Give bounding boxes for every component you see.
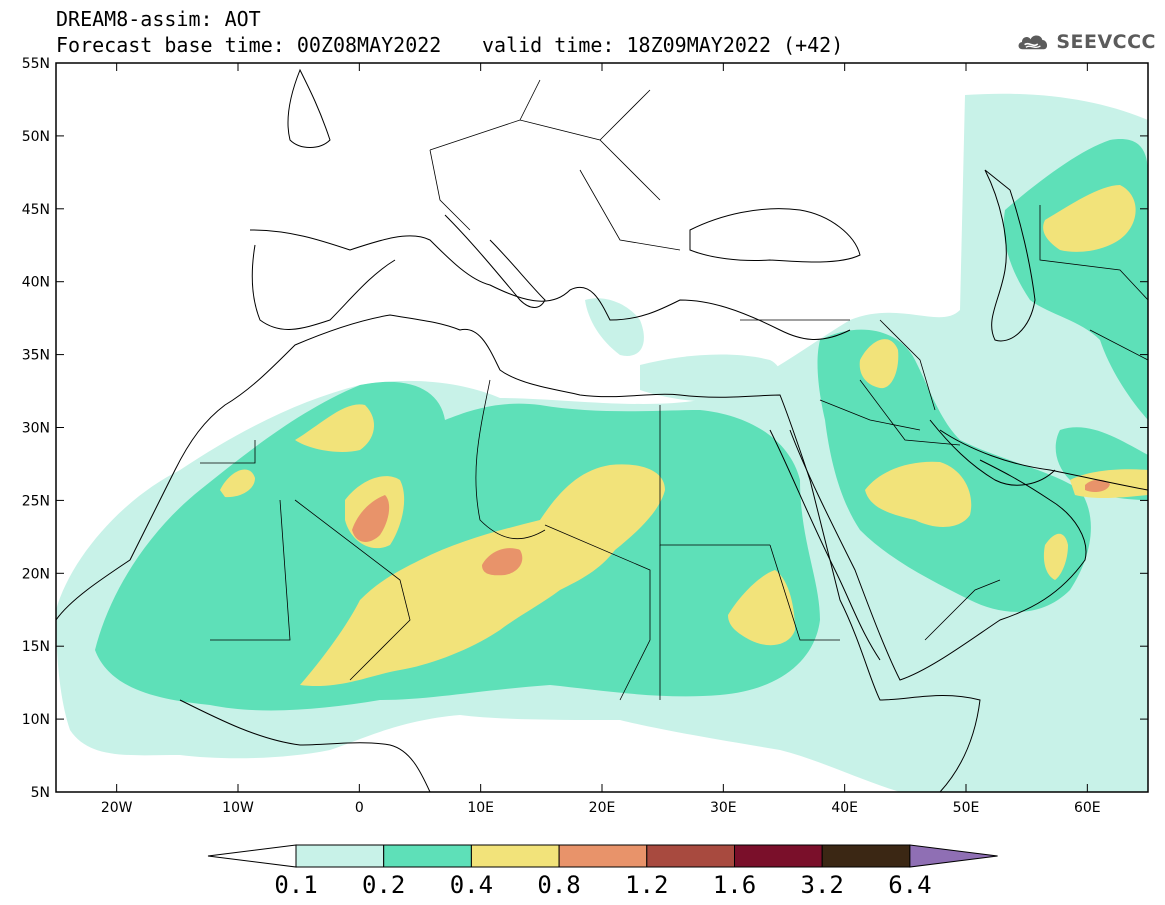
logo-text: SEEVCCC bbox=[1056, 31, 1156, 53]
lat-tick-label: 5N bbox=[31, 785, 50, 801]
iran-coast bbox=[939, 429, 1148, 491]
lon-tick-label: 60E bbox=[1074, 800, 1101, 816]
aot-band-0.4-mauritania bbox=[220, 469, 255, 498]
lat-tick-label: 30N bbox=[22, 421, 50, 437]
latitude-ticks: 55N 50N 45N 40N 35N 30N 25N 20N 15N 10N 5N bbox=[22, 56, 1148, 801]
aot-band-0.8-iran bbox=[1085, 479, 1110, 492]
colorbar-segment bbox=[295, 844, 385, 868]
lat-tick-label: 50N bbox=[22, 129, 50, 145]
colorbar-segment bbox=[821, 844, 911, 868]
border-mali-niger bbox=[294, 499, 411, 681]
aot-band-0.1-aegean bbox=[585, 298, 644, 356]
seevccc-logo: SEEVCCC bbox=[1016, 24, 1156, 60]
red-sea bbox=[769, 429, 881, 661]
aot-band-0.4-arabia bbox=[865, 461, 972, 527]
colorbar-segment bbox=[383, 844, 472, 868]
border-niger-chad bbox=[544, 524, 651, 701]
border-algeria-libya bbox=[475, 379, 546, 539]
aot-band-0.1-mediterranean bbox=[640, 354, 781, 402]
lon-tick-label: 50E bbox=[953, 800, 980, 816]
lon-tick-label: 10E bbox=[467, 800, 494, 816]
country-borders bbox=[200, 79, 1148, 701]
border-arabia bbox=[819, 379, 961, 446]
colorbar-label: 3.2 bbox=[801, 871, 844, 899]
lon-tick-label: 40E bbox=[831, 800, 858, 816]
colorbar-segment bbox=[646, 844, 735, 868]
colorbar-label: 1.2 bbox=[625, 871, 668, 899]
uk bbox=[287, 68, 331, 148]
lat-tick-label: 10N bbox=[22, 712, 50, 728]
lat-tick-label: 40N bbox=[22, 275, 50, 291]
aot-band-0.4-west bbox=[295, 404, 375, 452]
lat-tick-label: 45N bbox=[22, 202, 50, 218]
border-central-asia bbox=[1039, 205, 1148, 361]
lon-tick-label: 20E bbox=[589, 800, 616, 816]
aot-band-0.4-iraq bbox=[859, 339, 899, 389]
lat-tick-label: 25N bbox=[22, 493, 50, 509]
lon-tick-label: 20W bbox=[101, 800, 133, 816]
aot-band-0.4-caspian bbox=[1043, 185, 1136, 252]
lat-tick-label: 35N bbox=[22, 348, 50, 364]
colorbar-label: 1.6 bbox=[713, 871, 756, 899]
lon-tick-label: 10W bbox=[222, 800, 254, 816]
coastlines bbox=[56, 68, 1148, 792]
colorbar-arrow-high bbox=[909, 844, 998, 868]
lon-tick-label: 0 bbox=[355, 800, 364, 816]
border-europe bbox=[429, 79, 681, 251]
colorbar-segment bbox=[558, 844, 648, 868]
italy bbox=[444, 214, 546, 308]
aot-band-0.8-mali bbox=[352, 495, 390, 542]
colorbar-label: 6.4 bbox=[888, 871, 931, 899]
colorbar-label: 0.2 bbox=[362, 871, 405, 899]
africa-coast bbox=[56, 314, 981, 792]
colorbar-label: 0.1 bbox=[274, 871, 317, 899]
map-title: DREAM8-assim: AOT bbox=[56, 7, 261, 31]
border-iran-iraq bbox=[879, 319, 936, 411]
persian-gulf bbox=[929, 419, 1056, 486]
lat-tick-label: 20N bbox=[22, 566, 50, 582]
colorbar-label: 0.8 bbox=[537, 871, 580, 899]
colorbar-segment bbox=[470, 844, 560, 868]
forecast-base-time: Forecast base time: 00Z08MAY2022 bbox=[56, 33, 442, 57]
aot-band-0.8-niger bbox=[482, 548, 523, 576]
europe-coast bbox=[249, 229, 851, 340]
lat-tick-label: 15N bbox=[22, 639, 50, 655]
border-sahara bbox=[200, 440, 291, 641]
lat-tick-label: 55N bbox=[22, 56, 50, 72]
longitude-ticks: 20W 10W 0 10E 20E 30E 40E 50E 60E bbox=[101, 63, 1101, 816]
aot-band-0.4-sudan bbox=[728, 570, 795, 646]
lon-tick-label: 30E bbox=[710, 800, 737, 816]
border-sudan bbox=[659, 544, 840, 700]
aot-shading bbox=[56, 93, 1148, 792]
aot-band-0.4 bbox=[300, 464, 665, 687]
iberia bbox=[251, 244, 396, 330]
border-yemen-saudi bbox=[924, 579, 1001, 641]
black-sea bbox=[689, 208, 861, 263]
cloud-icon bbox=[1018, 35, 1048, 50]
colorbar-segment bbox=[734, 844, 823, 868]
gulf-of-guinea bbox=[179, 699, 431, 792]
aot-band-0.4-oman bbox=[1043, 533, 1068, 580]
arabian-coast bbox=[789, 429, 1087, 681]
caspian-sea bbox=[984, 169, 1036, 342]
colorbar-arrow-low bbox=[207, 844, 297, 868]
valid-time: valid time: 18Z09MAY2022 (+42) bbox=[482, 33, 844, 57]
colorbar: 0.1 0.2 0.4 0.8 1.2 1.6 3.2 6.4 bbox=[207, 844, 998, 899]
colorbar-label: 0.4 bbox=[450, 871, 493, 899]
